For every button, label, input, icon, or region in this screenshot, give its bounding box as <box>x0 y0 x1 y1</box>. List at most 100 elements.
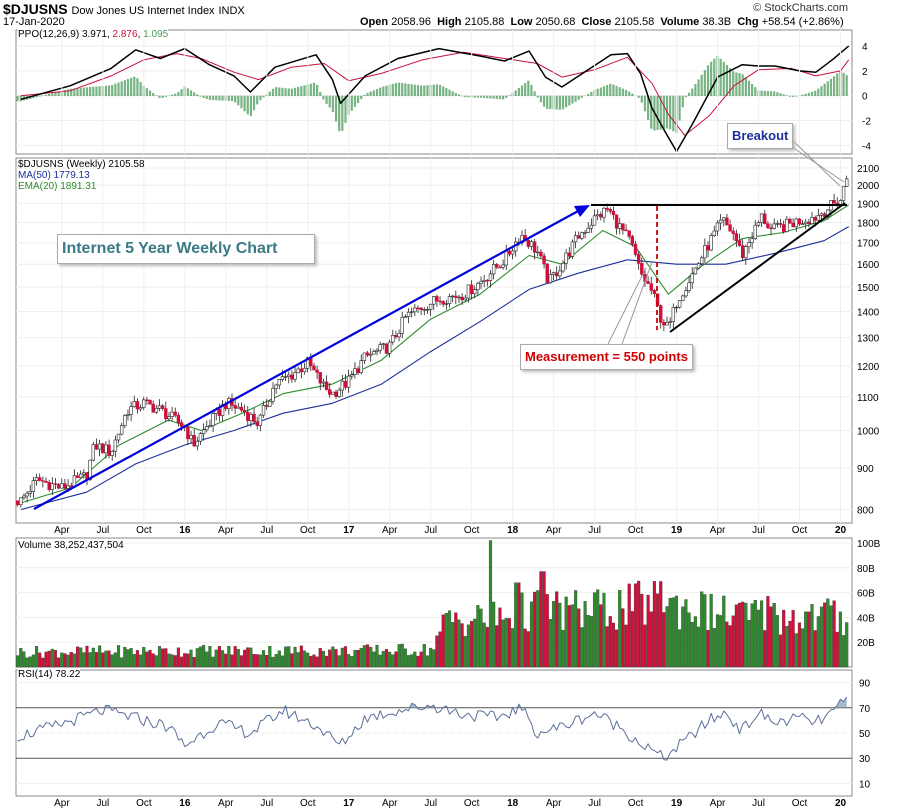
volume-bar <box>325 655 329 668</box>
candle-body <box>567 252 571 257</box>
volume-bar <box>564 596 568 668</box>
ppo-histogram-bar <box>152 92 155 97</box>
ppo-histogram-bar <box>442 86 445 97</box>
x-tick-label-price: Oct <box>628 525 644 536</box>
ppo-histogram-bar <box>79 87 82 97</box>
volume-bar <box>113 652 117 668</box>
ma50-line <box>20 226 849 511</box>
candle-body <box>387 341 392 354</box>
candle-body <box>709 235 713 251</box>
ppo-tick-label: 4 <box>862 42 868 53</box>
ppo-histogram-bar <box>218 95 221 101</box>
candle-body <box>573 235 578 243</box>
volume-bar <box>747 619 751 668</box>
x-tick-label-bottom: 19 <box>671 798 683 809</box>
candle-body <box>31 480 36 492</box>
candle-body <box>271 388 275 402</box>
volume-bar <box>611 622 615 668</box>
ppo-tick-label: -4 <box>862 141 871 152</box>
volume-bar <box>785 626 789 668</box>
price-tick-label: 1200 <box>857 362 880 373</box>
x-tick-label-bottom: Apr <box>218 798 234 809</box>
candle-body <box>97 443 102 450</box>
candle-body <box>725 217 729 226</box>
candle-body <box>605 207 609 210</box>
ppo-histogram-bar <box>650 95 653 129</box>
candle-body <box>819 213 824 216</box>
ppo-histogram-bar <box>618 87 621 97</box>
ppo-histogram-bar <box>372 90 375 97</box>
ppo-histogram-bar <box>826 81 829 97</box>
ppo-histogram-bar <box>706 65 710 97</box>
volume-bar <box>400 643 404 668</box>
candle-body <box>53 483 58 485</box>
ppo-histogram-bar <box>145 88 148 97</box>
ppo-histogram-bar <box>186 88 189 97</box>
candle-body <box>816 215 821 221</box>
x-tick-label-bottom: Apr <box>54 798 70 809</box>
ppo-histogram-bar <box>687 92 691 97</box>
ppo-histogram-bar <box>489 95 492 99</box>
volume-bar <box>306 652 310 668</box>
volume-bar <box>674 595 679 668</box>
volume-bar <box>813 630 817 668</box>
ppo-histogram-bar <box>596 88 599 97</box>
ppo-histogram-bar <box>268 91 271 97</box>
volume-bar <box>637 580 641 668</box>
volume-bar <box>835 631 839 668</box>
candle-body <box>539 251 543 257</box>
x-tick-label-price: Oct <box>464 525 480 536</box>
candle-body <box>331 391 335 395</box>
volume-bar <box>151 653 155 668</box>
candle-body <box>179 422 184 427</box>
ppo-histogram-bar <box>769 91 773 97</box>
price-tick-label: 1900 <box>857 199 880 210</box>
candle-body <box>242 409 247 413</box>
ppo-histogram-bar <box>681 95 684 108</box>
candle-body <box>384 343 389 354</box>
volume-bar <box>173 655 177 668</box>
candle-body <box>280 376 285 380</box>
ppo-histogram-bar <box>643 95 647 112</box>
ppo-histogram-bar <box>426 85 429 97</box>
volume-bar <box>517 582 521 668</box>
candle-body <box>252 413 256 423</box>
volume-bar <box>592 592 597 668</box>
volume-bar <box>410 654 414 668</box>
ppo-histogram-bar <box>747 80 751 97</box>
candle-body <box>807 221 811 224</box>
volume-bar <box>700 591 704 668</box>
candle-body <box>482 279 486 282</box>
volume-bar <box>19 648 23 668</box>
candle-body <box>561 262 565 272</box>
volume-bar <box>161 648 165 668</box>
candle-body <box>753 224 757 239</box>
volume-bar <box>485 626 489 668</box>
candle-body <box>413 307 417 313</box>
candle-body <box>488 273 493 281</box>
ppo-histogram-bar <box>744 77 747 97</box>
volume-bar <box>649 611 653 668</box>
volume-bar <box>684 599 688 668</box>
candle-body <box>737 240 742 246</box>
price-tick-label: 1500 <box>857 283 880 294</box>
volume-bar <box>236 649 240 668</box>
candle-body <box>315 369 319 373</box>
x-tick-label-bottom: Oct <box>628 798 644 809</box>
ppo-histogram-bar <box>732 71 735 97</box>
ppo-histogram-bar <box>486 95 489 99</box>
candle-body <box>350 374 354 377</box>
volume-panel: 100B 80B 60B 40B 20B <box>15 537 881 668</box>
volume-bar <box>715 614 720 668</box>
volume-bar <box>539 571 543 668</box>
ppo-histogram-bar <box>820 86 823 97</box>
volume-bar <box>321 650 325 668</box>
volume-bar <box>359 648 363 668</box>
candle-body <box>785 218 789 232</box>
candle-body <box>362 352 367 361</box>
candle-body <box>324 381 329 390</box>
candle-body <box>47 482 51 491</box>
volume-bar <box>353 649 357 668</box>
volume-bar <box>665 606 669 668</box>
